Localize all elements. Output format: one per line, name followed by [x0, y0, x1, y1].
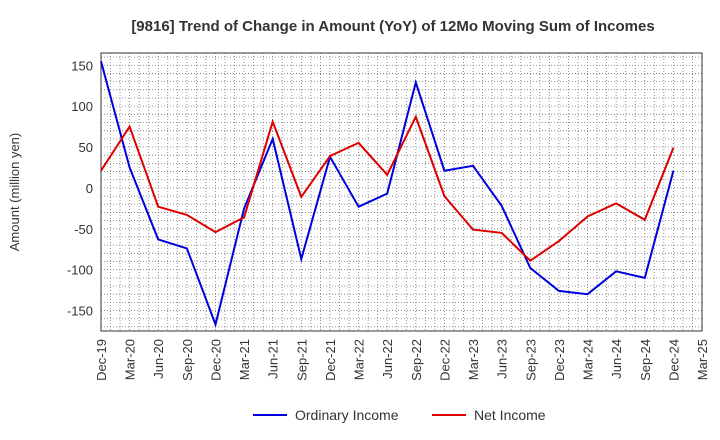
y-tick-label: 50: [79, 140, 93, 155]
y-tick-label: 100: [71, 99, 93, 114]
x-tick-label: Mar-25: [695, 339, 710, 380]
x-tick-label: Sep-21: [294, 339, 309, 381]
series-lines: [100, 60, 675, 328]
y-axis-label: Amount (million yen): [7, 133, 22, 252]
x-tick-label: Dec-20: [208, 339, 223, 381]
x-tick-label: Jun-24: [609, 339, 624, 379]
legend-label-net-income: Net Income: [474, 407, 546, 423]
x-tick-label: Mar-22: [352, 339, 367, 380]
x-axis: Dec-19 Mar-20 Jun-20 Sep-20 Dec-20 Mar-21 Jun-…: [94, 339, 710, 381]
x-tick-label: Dec-19: [94, 339, 109, 381]
x-tick-label: Jun-21: [266, 339, 281, 379]
x-tick-label: Sep-20: [180, 339, 195, 381]
legend-label-ordinary-income: Ordinary Income: [295, 407, 399, 423]
series-line-net-income: [100, 114, 675, 262]
x-tick-label: Sep-22: [409, 339, 424, 381]
x-tick-label: Sep-23: [523, 339, 538, 381]
x-tick-label: Mar-20: [123, 339, 138, 380]
y-axis: 150 100 50 0 -50 -100 -150: [67, 58, 93, 318]
y-tick-label: 150: [71, 58, 93, 73]
x-tick-label: Dec-24: [666, 339, 681, 381]
x-tick-label: Jun-22: [380, 339, 395, 379]
x-tick-label: Mar-24: [581, 339, 596, 380]
series-line-ordinary-income: [100, 60, 675, 328]
x-tick-label: Mar-23: [466, 339, 481, 380]
x-tick-label: Sep-24: [638, 339, 653, 381]
x-tick-label: Mar-21: [237, 339, 252, 380]
y-tick-label: -50: [74, 222, 93, 237]
x-tick-label: Dec-22: [437, 339, 452, 381]
x-tick-label: Jun-20: [151, 339, 166, 379]
plot-frame: [100, 52, 703, 332]
y-tick-label: 0: [86, 181, 93, 196]
y-tick-label: -100: [67, 263, 93, 278]
grid: [101, 53, 702, 331]
legend: Ordinary Income Net Income: [253, 407, 546, 423]
x-tick-label: Dec-21: [323, 339, 338, 381]
x-tick-label: Jun-23: [495, 339, 510, 379]
y-tick-label: -150: [67, 304, 93, 319]
chart-title: [9816] Trend of Change in Amount (YoY) o…: [131, 18, 654, 35]
x-tick-label: Dec-23: [552, 339, 567, 381]
